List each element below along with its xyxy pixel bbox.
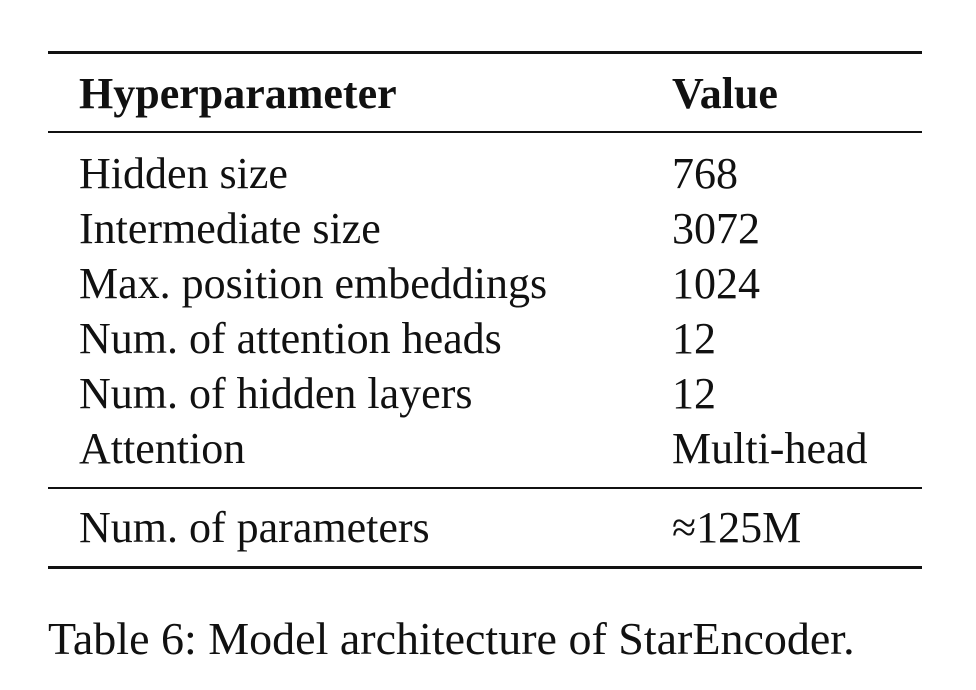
header-rule <box>48 131 922 133</box>
footer-value: ≈125M <box>672 503 802 552</box>
row-value: 12 <box>672 314 716 363</box>
header-hyperparameter: Hyperparameter <box>79 69 397 118</box>
row-param: Attention <box>79 424 246 473</box>
row-param: Hidden size <box>79 149 288 198</box>
footer-param: Num. of parameters <box>79 503 430 552</box>
table-caption: Table 6: Model architecture of StarEncod… <box>48 613 855 664</box>
footer-rule <box>48 487 922 489</box>
row-param: Num. of hidden layers <box>79 369 473 418</box>
row-param: Max. position embeddings <box>79 259 548 308</box>
row-value: Multi-head <box>672 424 868 473</box>
row-value: 768 <box>672 149 738 198</box>
header-value: Value <box>672 69 778 118</box>
bottom-rule <box>48 566 922 569</box>
row-value: 3072 <box>672 204 760 253</box>
row-param: Intermediate size <box>79 204 381 253</box>
row-value: 12 <box>672 369 716 418</box>
top-rule <box>48 51 922 54</box>
row-param: Num. of attention heads <box>79 314 502 363</box>
row-value: 1024 <box>672 259 760 308</box>
